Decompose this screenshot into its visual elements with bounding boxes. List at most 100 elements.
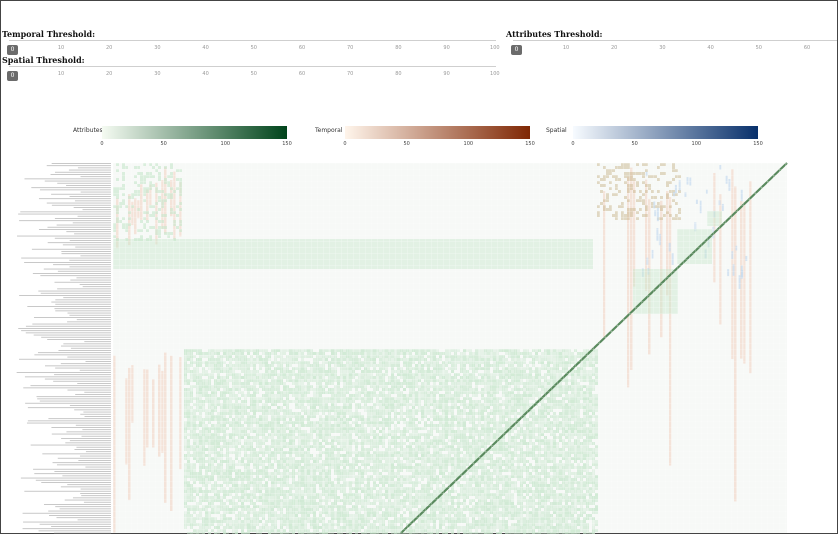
matrix-cell — [286, 526, 289, 529]
matrix-cell — [361, 370, 364, 373]
matrix-cell — [238, 349, 241, 352]
matrix-cell — [202, 403, 205, 406]
matrix-background — [113, 163, 787, 533]
matrix-cell — [244, 418, 247, 421]
matrix-cell — [280, 454, 283, 457]
matrix-cell — [241, 478, 244, 481]
spatial-slider-track[interactable] — [9, 66, 496, 67]
matrix-cell — [295, 460, 298, 463]
matrix-cell — [457, 358, 460, 361]
matrix-cell — [217, 532, 220, 534]
row-label — [70, 279, 111, 281]
matrix-cell — [358, 364, 361, 367]
matrix-cell — [439, 367, 442, 370]
matrix-cell — [184, 496, 187, 499]
similarity-matrix[interactable] — [1, 159, 801, 534]
matrix-cell — [187, 484, 190, 487]
matrix-cell — [247, 412, 250, 415]
matrix-cell — [184, 352, 187, 355]
matrix-cell — [292, 532, 295, 534]
matrix-cell — [457, 430, 460, 433]
matrix-cell — [280, 481, 283, 484]
matrix-cell — [214, 532, 217, 534]
attributes-slider-track[interactable] — [513, 40, 837, 41]
matrix-cell — [412, 403, 415, 406]
matrix-cell — [226, 373, 229, 376]
matrix-cell — [211, 391, 214, 394]
matrix-cell — [331, 436, 334, 439]
matrix-cell — [379, 436, 382, 439]
matrix-cell — [424, 460, 427, 463]
attributes-slider-handle[interactable]: 0 — [511, 45, 522, 55]
matrix-cell — [439, 508, 442, 511]
matrix-cell — [244, 523, 247, 526]
matrix-cell — [292, 502, 295, 505]
matrix-cell — [415, 364, 418, 367]
matrix-cell — [187, 523, 190, 526]
matrix-cell — [352, 397, 355, 400]
matrix-cell — [235, 481, 238, 484]
matrix-cell — [343, 409, 346, 412]
matrix-cell — [424, 469, 427, 472]
matrix-cell — [205, 439, 208, 442]
matrix-cell — [193, 475, 196, 478]
matrix-cell — [358, 415, 361, 418]
matrix-cell — [382, 406, 385, 409]
matrix-cell — [214, 457, 217, 460]
matrix-cell — [247, 418, 250, 421]
matrix-cell — [238, 472, 241, 475]
row-label — [51, 301, 111, 303]
matrix-cell — [238, 484, 241, 487]
row-label — [26, 422, 111, 424]
matrix-cell — [364, 400, 367, 403]
matrix-cell — [193, 385, 196, 388]
matrix-cell — [442, 502, 445, 505]
matrix-cell — [265, 403, 268, 406]
temporal-slider-handle[interactable]: 0 — [7, 45, 18, 55]
matrix-cell — [298, 505, 301, 508]
matrix-cell — [454, 475, 457, 478]
matrix-cell — [343, 475, 346, 478]
matrix-cell — [259, 439, 262, 442]
matrix-cell — [439, 451, 442, 454]
matrix-cell — [190, 388, 193, 391]
spatial-slider-handle[interactable]: 0 — [7, 71, 18, 81]
matrix-cell — [394, 511, 397, 514]
matrix-cell — [424, 445, 427, 448]
matrix-cell — [205, 382, 208, 385]
matrix-cell — [403, 355, 406, 358]
matrix-cell — [364, 433, 367, 436]
matrix-cell — [238, 433, 241, 436]
matrix-cell — [358, 433, 361, 436]
temporal-slider-track[interactable] — [9, 40, 496, 41]
matrix-cell — [295, 358, 298, 361]
matrix-cell — [193, 472, 196, 475]
matrix-cell — [349, 454, 352, 457]
matrix-cell — [313, 373, 316, 376]
matrix-cell — [406, 406, 409, 409]
matrix-cell — [328, 349, 331, 352]
matrix-cell — [379, 505, 382, 508]
legend-tick: 100 — [691, 141, 702, 147]
matrix-cell — [436, 514, 439, 517]
matrix-cell — [301, 496, 304, 499]
matrix-cell — [439, 496, 442, 499]
matrix-cell — [448, 379, 451, 382]
matrix-cell — [403, 505, 406, 508]
matrix-cell — [316, 526, 319, 529]
matrix-cell — [415, 373, 418, 376]
matrix-cell — [202, 379, 205, 382]
matrix-cell — [418, 403, 421, 406]
matrix-cell — [322, 469, 325, 472]
matrix-cell — [370, 427, 373, 430]
matrix-cell — [331, 448, 334, 451]
matrix-cell — [385, 460, 388, 463]
matrix-cell — [376, 349, 379, 352]
matrix-cell — [238, 382, 241, 385]
matrix-cell — [412, 385, 415, 388]
matrix-cell — [376, 442, 379, 445]
matrix-cell — [337, 520, 340, 523]
matrix-cell — [316, 397, 319, 400]
matrix-cell — [229, 475, 232, 478]
matrix-cell — [328, 529, 331, 532]
